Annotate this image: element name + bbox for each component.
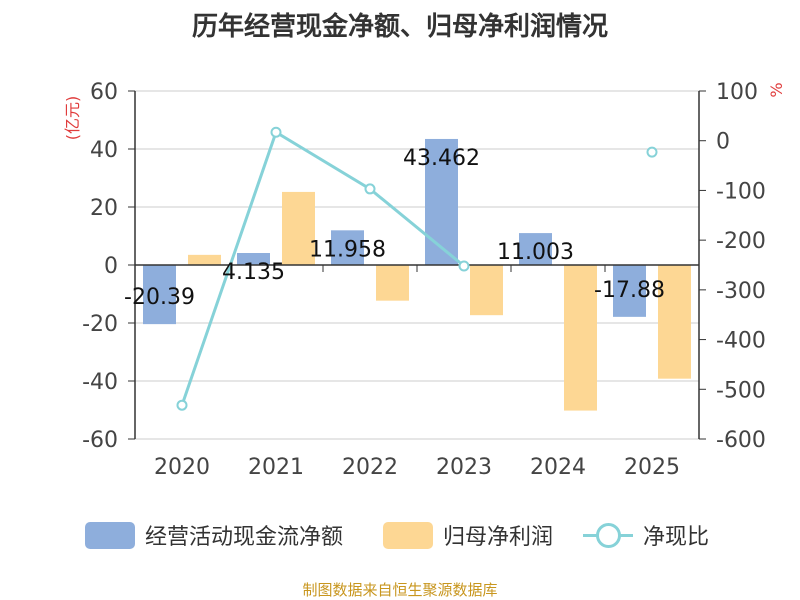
y-left-tick-label: -60 (82, 428, 118, 453)
cashflow-data-label: 4.135 (222, 260, 285, 285)
y-left-axis-label: (亿元) (63, 96, 82, 141)
cash-ratio-point (646, 146, 658, 158)
x-tick-label: 2024 (530, 455, 586, 480)
legend-label-net-profit: 归母净利润 (443, 525, 554, 550)
cash-ratio-point (270, 126, 282, 138)
y-right-tick-label: -200 (716, 229, 766, 254)
cashflow-data-label: 11.958 (309, 237, 386, 262)
y-right-tick-label: 100 (716, 80, 758, 105)
net-profit-bar (470, 265, 503, 316)
x-tick-label: 2022 (342, 455, 398, 480)
y-right-tick-label: -300 (716, 279, 766, 304)
x-tick-label: 2020 (154, 455, 210, 480)
legend-swatch-net-profit (383, 521, 433, 549)
cashflow-data-label: -17.88 (594, 278, 665, 303)
chart-title: 历年经营现金净额、归母净利润情况 (191, 12, 608, 42)
y-left-tick-label: 60 (90, 80, 118, 105)
y-right-tick-label: 0 (716, 130, 730, 155)
cash-ratio-point (176, 399, 188, 411)
net-profit-bar (282, 191, 315, 265)
legend-swatch-cash-ratio (583, 522, 633, 549)
legend-label-cash-ratio: 净现比 (643, 525, 710, 550)
y-right-tick-label: -500 (716, 378, 766, 403)
legend-item-cash-ratio[interactable]: 净现比 (583, 518, 709, 552)
y-left-tick-label: 20 (90, 196, 118, 221)
x-tick-label: 2025 (624, 455, 680, 480)
net-profit-bar (376, 265, 409, 301)
cashflow-bar (237, 253, 270, 265)
y-left-tick-label: -40 (82, 370, 118, 395)
cash-ratio-point (364, 183, 376, 195)
cash-ratio-line (180, 130, 465, 406)
y-left-tick-label: 0 (104, 254, 118, 279)
cashflow-bar (613, 265, 646, 317)
y-left-tick-label: 40 (90, 138, 118, 163)
net-profit-bar (564, 265, 597, 411)
x-tick-label: 2023 (436, 455, 492, 480)
cashflow-bar (143, 265, 176, 325)
data-source-note: 制图数据来自恒生聚源数据库 (302, 581, 498, 599)
cashflow-data-label: 11.003 (497, 240, 574, 265)
legend-label-cashflow: 经营活动现金流净额 (145, 525, 344, 550)
cashflow-bar (425, 138, 458, 265)
legend-item-cashflow[interactable]: 经营活动现金流净额 (85, 518, 343, 552)
cashflow-bar (331, 230, 364, 265)
legend-swatch-cashflow (85, 521, 135, 549)
chart-legend: 经营活动现金流净额 归母净利润 净现比 (0, 518, 800, 552)
cashflow-bar (519, 233, 552, 265)
x-tick-label: 2021 (248, 455, 304, 480)
net-profit-bar (188, 254, 221, 265)
y-right-tick-label: -100 (716, 179, 766, 204)
y-right-tick-label: -600 (716, 428, 766, 453)
y-left-tick-label: -20 (82, 312, 118, 337)
y-right-axis-label: % (767, 82, 786, 97)
legend-item-net-profit[interactable]: 归母净利润 (383, 518, 553, 552)
net-profit-bar (658, 265, 691, 379)
cashflow-data-label: -20.39 (124, 285, 195, 310)
y-right-tick-label: -400 (716, 329, 766, 354)
cash-ratio-point (458, 260, 470, 272)
cashflow-data-label: 43.462 (403, 146, 480, 171)
